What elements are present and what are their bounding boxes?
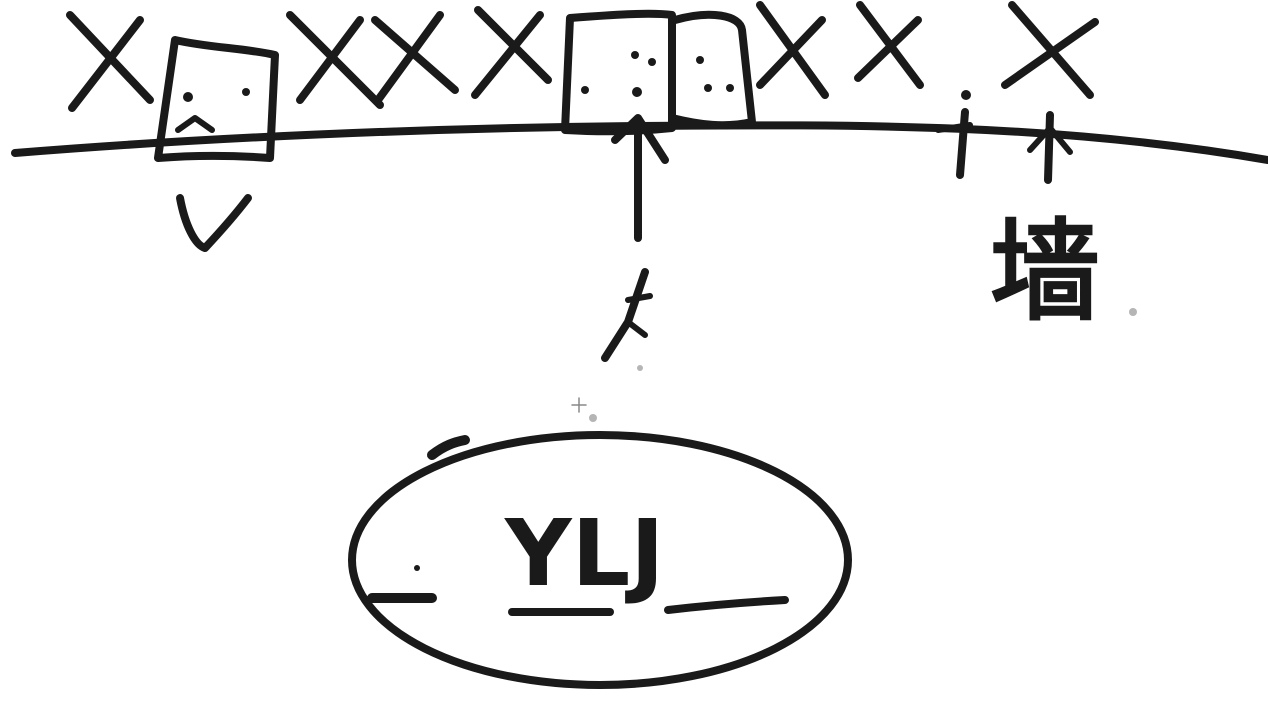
cross-mark-3 [371,11,459,104]
wall-label: 墙 [990,208,1100,336]
cross-mark-1 [66,11,154,112]
faint-dot-1 [1129,308,1137,316]
cross-mark-7 [1001,1,1099,99]
dot-left [414,565,420,571]
box-2 [561,9,676,136]
crosshair-cursor-icon [571,397,587,413]
box-1 [154,36,279,162]
faint-dot-2 [589,414,597,422]
arrow-to-wall [1027,111,1073,184]
faint-dot-3 [637,365,643,371]
center-label: YLJ [504,500,664,607]
check-icon [176,194,252,252]
ellipse-tick [427,435,470,460]
dash-right [664,596,789,614]
ellipse-frame [348,431,852,689]
cross-mark-5 [756,1,829,99]
marker-i [935,90,973,179]
cross-mark-4 [471,6,552,99]
box-3 [668,10,756,130]
arrow-up [611,114,669,242]
cross-mark-2 [286,11,384,109]
cross-mark-6 [854,1,924,89]
person-figure [601,268,653,362]
